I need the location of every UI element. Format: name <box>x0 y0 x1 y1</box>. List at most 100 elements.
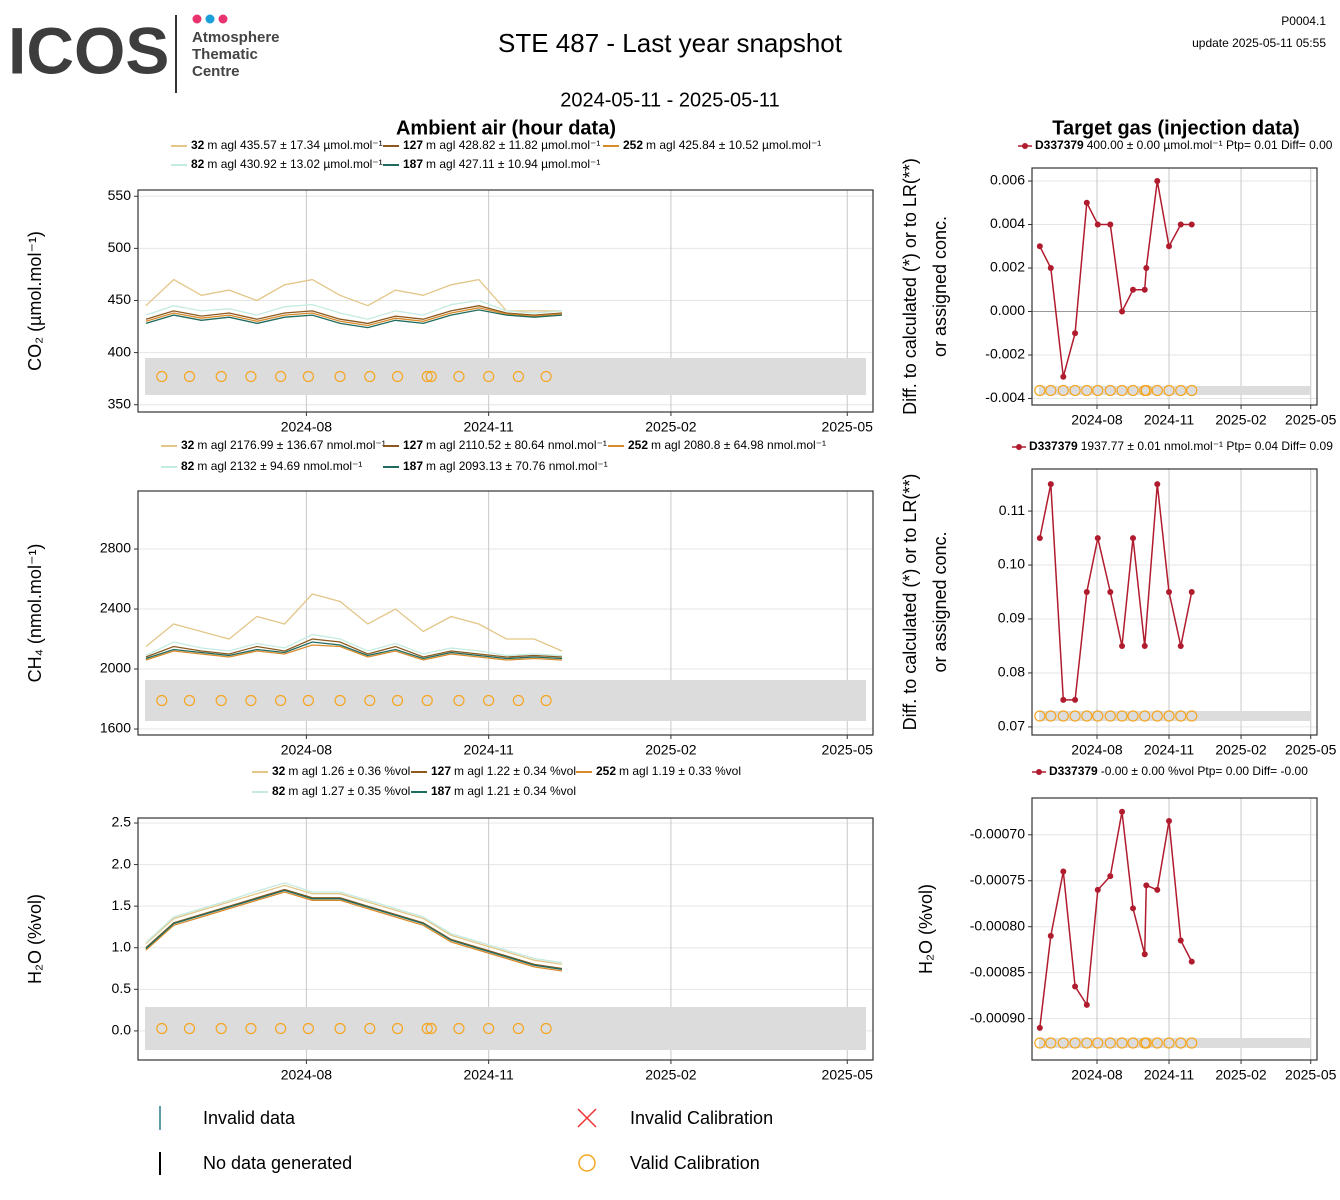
legend-entry: 82 m agl 1.27 ± 0.35 %vol <box>272 784 410 798</box>
legend-name: 252 <box>628 438 648 452</box>
calibration-marker <box>425 1022 437 1035</box>
calibration-marker <box>391 694 404 707</box>
status-band <box>145 1007 866 1050</box>
legend-label: m agl 428.82 ± 11.82 µmol.mol⁻¹ <box>426 138 600 152</box>
legend-entry: D337379 1937.77 ± 0.01 nmol.mol⁻¹ Ptp= 0.… <box>1029 439 1333 453</box>
legend-entry: 82 m agl 2132 ± 94.69 nmol.mol⁻¹ <box>181 459 362 473</box>
y-axis-label: or assigned conc. <box>930 216 950 357</box>
x-tick-label: 2025-02 <box>1215 412 1267 428</box>
calibration-marker <box>453 694 465 707</box>
point <box>1107 221 1114 228</box>
legend-label: 1937.77 ± 0.01 nmol.mol⁻¹ Ptp= 0.04 Diff… <box>1081 439 1334 453</box>
y-tick-label: 2000 <box>100 660 131 676</box>
section-title: Target gas (injection data) <box>1052 117 1299 139</box>
calibration-marker <box>421 370 433 383</box>
x-tick-label: 2024-11 <box>1144 1067 1195 1083</box>
y-tick-label: 0.002 <box>990 259 1025 275</box>
org-line: Atmosphere <box>192 29 280 46</box>
y-tick-label: -0.00090 <box>970 1009 1025 1025</box>
legend-label: m agl 1.22 ± 0.34 %vol <box>454 764 576 778</box>
point <box>1188 221 1195 228</box>
calibration-marker <box>1175 710 1187 722</box>
calibration-marker <box>1186 710 1198 722</box>
legend-entry: 187 m agl 1.21 ± 0.34 %vol <box>431 784 576 798</box>
calibration-marker <box>275 1022 287 1035</box>
status-band <box>145 680 866 721</box>
point <box>1036 535 1043 542</box>
legend-label: -0.00 ± 0.00 %vol Ptp= 0.00 Diff= -0.00 <box>1101 764 1308 778</box>
legend-entry: 127 m agl 428.82 ± 11.82 µmol.mol⁻¹ <box>403 138 600 152</box>
legend-label: m agl 427.11 ± 10.94 µmol.mol⁻¹ <box>426 157 600 171</box>
x-tick-label: 2025-02 <box>1215 1067 1267 1083</box>
y-tick-label: 500 <box>108 239 132 255</box>
calibration-marker <box>215 370 227 383</box>
point <box>1143 265 1150 272</box>
y-tick-label: 550 <box>108 187 132 203</box>
calibration-marker <box>391 370 404 383</box>
point <box>1166 243 1173 250</box>
y-tick-label: -0.002 <box>985 346 1025 362</box>
legend-label: m agl 425.84 ± 10.52 µmol.mol⁻¹ <box>646 138 821 152</box>
status-band <box>145 358 866 395</box>
legend-name: 82 <box>272 784 286 798</box>
y-tick-label: 350 <box>108 395 132 411</box>
calibration-marker <box>275 370 287 383</box>
series-line <box>145 884 563 966</box>
legend-name: D337379 <box>1049 764 1098 778</box>
y-tick-label: 1600 <box>100 720 131 736</box>
legend-name: 187 <box>403 459 423 473</box>
point <box>1047 265 1054 272</box>
calibration-marker <box>1186 384 1198 397</box>
series-line <box>145 889 563 971</box>
calibration-marker <box>334 1022 346 1035</box>
x-tick-label: 2025-05 <box>822 419 874 435</box>
point <box>1154 481 1161 488</box>
section-title: Ambient air (hour data) <box>396 117 616 139</box>
legend-name: D337379 <box>1035 138 1084 152</box>
y-tick-label: 0.004 <box>990 215 1025 231</box>
legend-key <box>1036 769 1042 775</box>
calibration-marker <box>1127 710 1139 722</box>
calibration-marker <box>1116 710 1128 722</box>
y-tick-label: 0.0 <box>112 1022 132 1038</box>
x-tick-label: 2025-05 <box>1285 742 1337 758</box>
plot-frame <box>1031 167 1318 406</box>
calibration-marker <box>453 370 465 383</box>
legend-label: m agl 2110.52 ± 80.64 nmol.mol⁻¹ <box>426 438 607 452</box>
y-tick-label: -0.00080 <box>970 917 1025 933</box>
series-line <box>145 882 563 964</box>
calibration-marker <box>1163 1037 1175 1049</box>
x-tick-label: 2024-11 <box>463 1067 514 1083</box>
point <box>1130 286 1137 293</box>
point <box>1188 958 1195 965</box>
x-tick-label: 2024-08 <box>281 419 333 435</box>
y-tick-label: 0.10 <box>998 556 1025 572</box>
calibration-marker <box>156 370 168 383</box>
plot-frame <box>137 817 874 1061</box>
y-axis-label: H₂O (%vol) <box>25 894 45 984</box>
calibration-marker <box>183 1022 196 1035</box>
point <box>1141 286 1148 293</box>
calibration-marker <box>1127 1037 1139 1049</box>
point <box>1083 199 1090 206</box>
y-tick-label: 450 <box>108 291 132 307</box>
legend-entry: 252 m agl 425.84 ± 10.52 µmol.mol⁻¹ <box>623 138 821 152</box>
legend-label: Valid Calibration <box>630 1153 760 1173</box>
plot-frame <box>1031 797 1318 1061</box>
y-tick-label: 0.09 <box>998 610 1025 626</box>
calibration-marker <box>183 694 196 707</box>
legend-entry: D337379 400.00 ± 0.00 µmol.mol⁻¹ Ptp= 0.0… <box>1035 138 1333 152</box>
series-line <box>145 309 563 329</box>
y-tick-label: -0.00085 <box>970 963 1025 979</box>
calibration-marker <box>364 694 376 707</box>
y-tick-label: 2400 <box>100 600 131 616</box>
legend-entry: 252 m agl 1.19 ± 0.33 %vol <box>596 764 741 778</box>
legend-label: m agl 1.21 ± 0.34 %vol <box>454 784 576 798</box>
point <box>1130 905 1137 912</box>
y-tick-label: 400 <box>108 343 132 359</box>
point <box>1072 696 1079 703</box>
y-axis-label: CO₂ (µmol.mol⁻¹) <box>25 231 45 371</box>
point <box>1177 937 1184 944</box>
y-tick-label: 0.000 <box>990 302 1025 318</box>
